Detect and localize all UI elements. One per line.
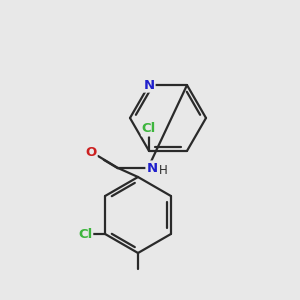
Text: O: O bbox=[85, 146, 97, 158]
Text: Cl: Cl bbox=[142, 122, 156, 135]
Text: N: N bbox=[143, 79, 155, 92]
Text: Cl: Cl bbox=[78, 227, 92, 241]
Text: H: H bbox=[159, 164, 167, 178]
Text: N: N bbox=[146, 161, 158, 175]
